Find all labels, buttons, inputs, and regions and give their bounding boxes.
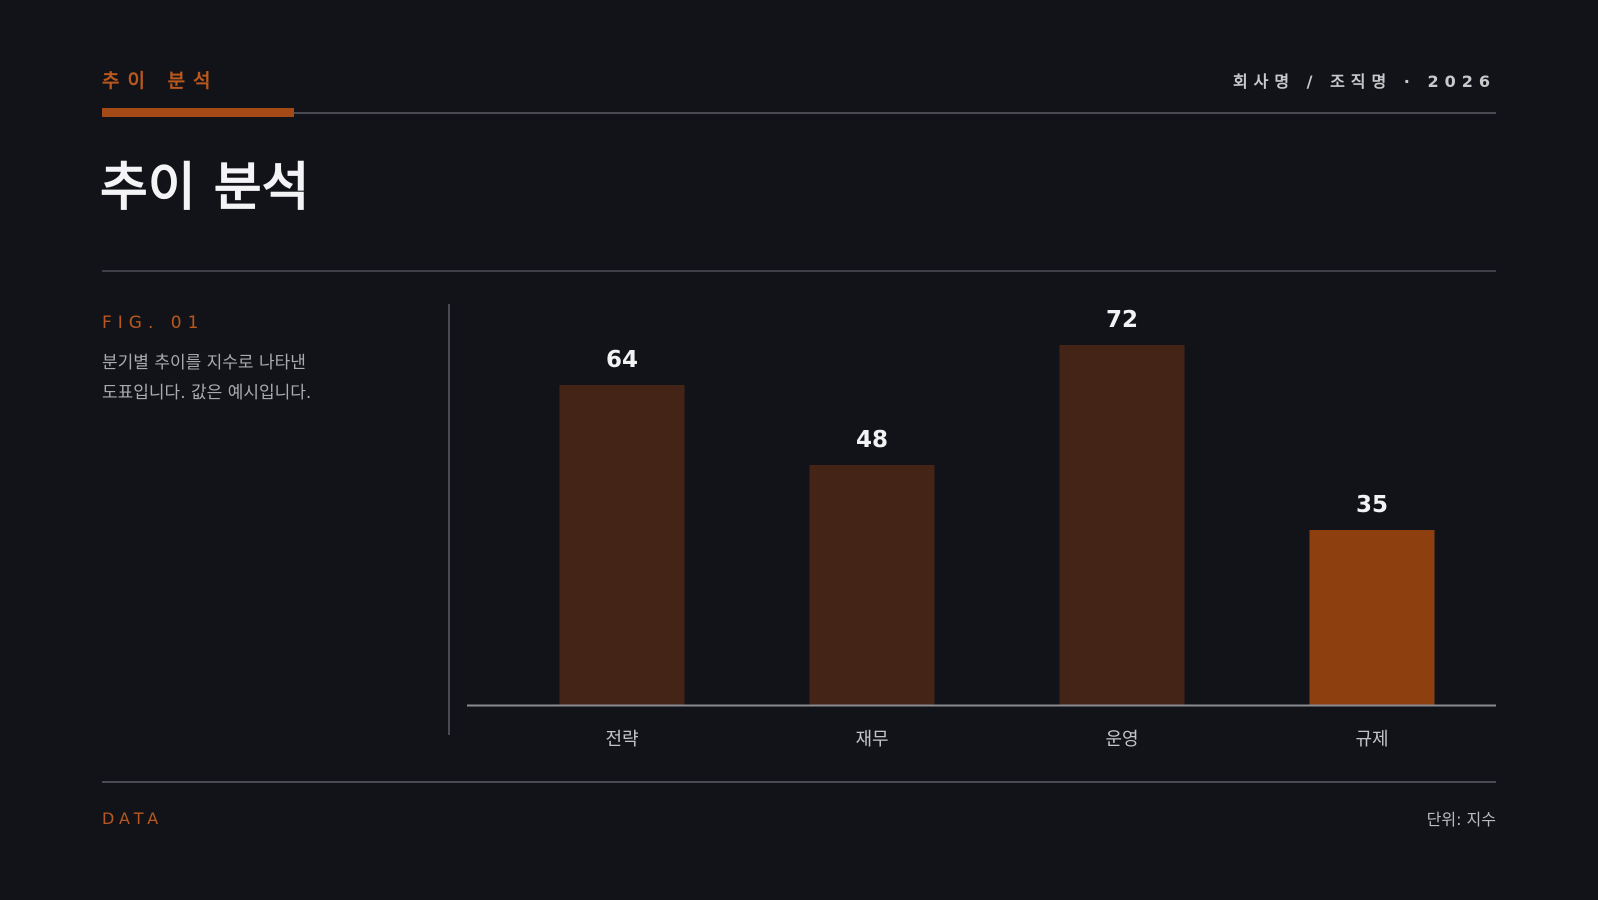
category-label-3: 운영	[1105, 729, 1138, 750]
bar-4	[1309, 530, 1435, 705]
bar-2	[809, 465, 935, 705]
bottom-rule	[102, 781, 1496, 783]
category-label-2: 재무	[855, 729, 888, 750]
data-label-2: 48	[856, 427, 888, 453]
footer-label: DATA	[102, 809, 164, 828]
data-label-3: 72	[1106, 307, 1138, 333]
page-title: 추이 분석	[100, 158, 310, 218]
accent-rule	[102, 108, 294, 117]
vertical-divider	[448, 304, 450, 735]
section-rule	[102, 270, 1496, 272]
data-label-4: 35	[1356, 492, 1388, 518]
bar-3	[1059, 345, 1185, 705]
data-label-1: 64	[606, 347, 638, 373]
figure-description: 분기별 추이를 지수로 나타낸 도표입니다. 값은 예시입니다.	[102, 353, 312, 403]
figure-label: FIG. 01	[102, 313, 205, 333]
header-meta: 회사명 / 조직명 · 2026	[1232, 72, 1496, 91]
bar-1	[559, 385, 685, 705]
category-label-1: 전략	[605, 729, 638, 750]
unit-note: 단위: 지수	[1426, 810, 1496, 829]
top-rule	[102, 112, 1496, 114]
category-label-4: 규제	[1355, 729, 1388, 750]
header-kicker: 추이 분석	[102, 70, 219, 92]
